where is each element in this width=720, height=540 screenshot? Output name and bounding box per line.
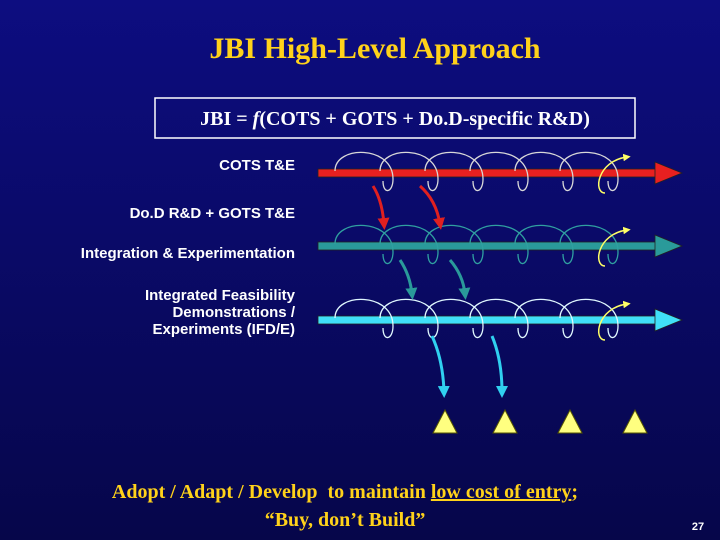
transition-arrows [371,184,508,398]
arrow-down [430,335,450,398]
loop [559,224,619,265]
title: JBI High-Level Approach [209,32,540,65]
loop-end [597,226,631,267]
loop [469,224,529,265]
loop [469,298,529,339]
row-label: Integrated Feasibility [145,287,296,304]
arrow-down [490,335,508,398]
arrow-down [448,259,471,300]
loop [559,151,619,192]
loop [424,298,484,339]
loop [334,151,394,192]
loop [334,224,394,265]
row-label: Experiments (IFD/E) [152,321,295,338]
footer-trail: ; [571,481,578,503]
triangle [432,408,458,434]
triangle [622,408,648,434]
triangle [557,408,583,434]
timeline-head [654,308,684,332]
footer-line-2: “Buy, don’t Build” [265,509,426,531]
loop [469,151,529,192]
loop [379,151,439,192]
timeline-head [654,234,684,258]
timeline-bar [317,315,661,325]
timeline-head [654,161,684,185]
deliverables [432,408,648,434]
loop [514,298,574,339]
loop-end [597,153,631,194]
loop-end [597,300,631,341]
arrow-down [398,259,418,300]
loop [514,224,574,265]
footer-lead: Adopt / Adapt / Develop to maintain [112,481,431,503]
formula-function: f [253,108,262,130]
loop [559,298,619,339]
footer-underlined: low cost of entry [431,481,572,503]
loop [379,224,439,265]
loop [424,151,484,192]
row-label: COTS T&E [219,157,295,174]
timelines [317,151,684,341]
footer-line-1: Adopt / Adapt / Develop to maintain low … [112,481,578,503]
row-label: Integration & Experimentation [81,245,295,262]
formula-prefix: JBI = [200,108,253,130]
arrow-down [418,184,445,230]
page-number: 27 [692,521,704,533]
loop [334,298,394,339]
timeline-bar [317,168,661,178]
row-label: Do.D R&D + GOTS T&E [130,205,295,222]
formula-box [154,97,636,139]
row-labels: COTS T&E Do.D R&D + GOTS T&E Integration &… [81,157,296,338]
timeline-bar [317,241,661,251]
triangle [492,408,518,434]
arrow-down [371,185,390,230]
row-label: Demonstrations / [172,304,295,321]
formula: JBI = f(COTS + GOTS + Do.D-specific R&D) [200,108,590,130]
loop [514,151,574,192]
formula-argument: (COTS + GOTS + Do.D-specific R&D) [259,108,590,130]
